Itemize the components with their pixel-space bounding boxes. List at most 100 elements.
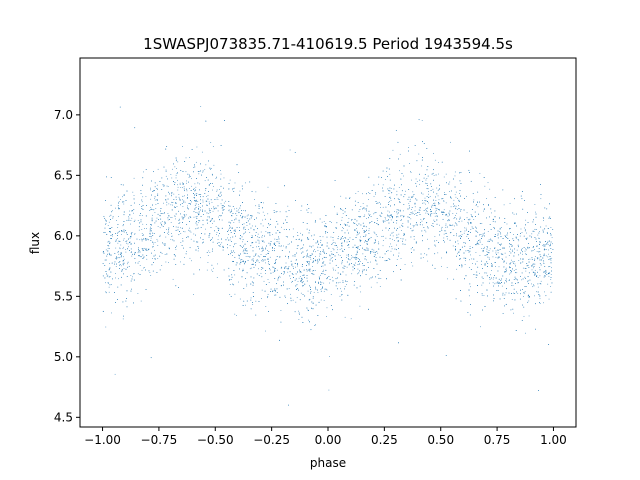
data-point <box>295 273 297 275</box>
data-point <box>269 235 271 236</box>
data-point <box>262 259 263 260</box>
data-point <box>348 244 349 245</box>
data-point <box>260 260 262 262</box>
data-point <box>156 217 158 219</box>
data-point <box>430 190 432 191</box>
data-point <box>468 251 470 253</box>
data-point <box>454 217 456 218</box>
data-point <box>138 255 139 257</box>
data-point <box>110 204 112 206</box>
data-point <box>229 211 231 213</box>
data-point <box>398 187 400 188</box>
data-point <box>152 258 153 259</box>
data-point <box>241 185 243 187</box>
data-point <box>243 233 244 235</box>
data-point <box>497 252 499 254</box>
data-point <box>372 276 373 278</box>
data-point <box>389 190 391 192</box>
data-point <box>154 249 155 251</box>
data-point <box>106 275 108 277</box>
data-point <box>132 276 133 278</box>
data-point <box>398 209 399 211</box>
data-point <box>108 245 110 247</box>
data-point <box>332 257 334 258</box>
data-point <box>283 273 284 275</box>
data-point <box>438 209 440 211</box>
data-point <box>392 235 394 237</box>
data-point <box>445 194 447 195</box>
data-point <box>493 298 495 299</box>
data-point <box>399 153 401 155</box>
data-point <box>454 194 456 196</box>
data-point <box>307 290 309 292</box>
data-point <box>193 233 195 235</box>
data-point <box>163 166 165 168</box>
data-point <box>426 211 428 213</box>
data-point <box>246 218 248 219</box>
data-point <box>128 216 129 218</box>
data-point <box>534 258 536 260</box>
data-point <box>502 259 503 260</box>
data-point <box>432 223 434 224</box>
data-point <box>126 234 128 235</box>
data-point <box>119 268 120 269</box>
data-point <box>146 224 147 225</box>
data-point <box>255 205 257 207</box>
data-point <box>233 284 235 286</box>
data-point <box>300 270 302 272</box>
data-point <box>267 213 269 215</box>
data-point <box>471 227 473 229</box>
data-point <box>199 209 201 211</box>
data-point <box>225 200 227 202</box>
data-point <box>219 233 220 234</box>
data-point <box>107 274 109 276</box>
data-point <box>396 216 398 217</box>
data-point <box>359 285 361 287</box>
data-point <box>522 304 524 306</box>
data-point <box>179 184 181 185</box>
data-point <box>348 232 349 234</box>
data-point <box>411 197 413 198</box>
data-point <box>394 240 395 241</box>
data-point <box>220 173 222 175</box>
data-point <box>396 237 398 239</box>
data-point <box>368 176 370 178</box>
data-point <box>236 227 238 228</box>
data-point <box>368 230 370 232</box>
data-point <box>434 253 436 255</box>
data-point <box>123 315 124 317</box>
data-point <box>486 198 487 199</box>
data-point <box>317 250 319 251</box>
data-point <box>375 192 377 194</box>
data-point <box>300 210 302 211</box>
data-point <box>528 243 529 244</box>
data-point <box>505 278 507 280</box>
data-point <box>194 208 196 210</box>
data-point <box>471 258 473 260</box>
data-point <box>315 287 317 289</box>
data-point <box>184 201 186 203</box>
data-point <box>275 259 277 260</box>
data-point <box>133 195 135 196</box>
data-point <box>210 239 212 240</box>
data-point <box>366 218 367 219</box>
data-point <box>433 191 434 193</box>
data-point <box>118 278 119 280</box>
data-point <box>396 211 398 213</box>
data-point <box>143 171 144 173</box>
data-point <box>475 226 476 228</box>
data-point <box>286 267 288 269</box>
data-point <box>330 251 332 252</box>
data-point <box>258 208 260 209</box>
data-point <box>211 269 213 271</box>
data-point <box>453 278 455 280</box>
data-point <box>393 254 394 256</box>
data-point <box>323 221 325 222</box>
data-point <box>240 259 241 261</box>
data-point <box>255 191 257 193</box>
data-point <box>177 229 179 231</box>
data-point <box>256 246 257 248</box>
data-point <box>457 198 458 199</box>
data-point <box>517 234 518 235</box>
data-point <box>317 241 319 242</box>
